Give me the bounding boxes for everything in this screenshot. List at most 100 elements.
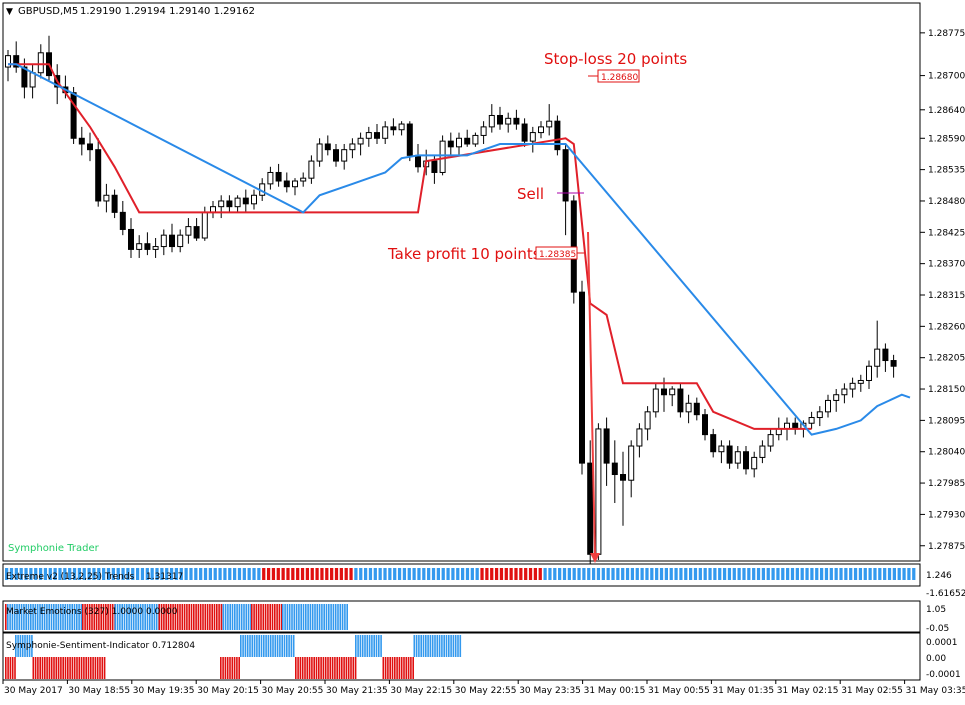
sentiment-bar-down <box>85 657 87 679</box>
emotion-bar <box>7 604 9 630</box>
sentiment-bar-up <box>279 635 281 657</box>
emotion-bar <box>144 604 146 630</box>
sentiment-bar-up <box>357 635 359 657</box>
emotion-bar <box>84 604 86 630</box>
sentiment-bar-down <box>398 657 401 679</box>
emotion-bar <box>227 604 229 630</box>
sentiment-bar-down <box>103 657 106 679</box>
trend-bar <box>102 568 106 580</box>
emotion-bar <box>220 604 223 630</box>
trend-bar <box>208 568 212 580</box>
trend-bar <box>48 568 52 580</box>
trend-bar <box>189 568 193 580</box>
candle-body-bull <box>357 137 364 145</box>
emotion-bar <box>193 604 195 630</box>
candle-body-bear <box>579 291 585 464</box>
sentiment-bar-down <box>37 657 39 679</box>
emotion-bar <box>250 604 252 630</box>
trend-bar <box>286 568 290 580</box>
sentiment-bar-up <box>429 635 432 657</box>
price-tick-label: 1.28095 <box>928 416 965 426</box>
emotion-bar <box>269 604 271 630</box>
candle-body-bear <box>710 434 717 453</box>
trend-bar <box>106 568 111 580</box>
time-tick-label: 31 May 02:15 <box>777 686 839 696</box>
sentiment-bar-up <box>269 635 272 657</box>
emotion-bar <box>341 604 344 630</box>
indicator-1-title: Extreme v2 (13,2,25) Trends <box>6 572 135 582</box>
candle-body-bull <box>365 132 372 139</box>
candle-body-bull <box>849 382 856 390</box>
emotion-bar <box>149 604 151 630</box>
time-tick-label: 30 May 2017 <box>4 686 63 696</box>
time-axis[interactable]: 30 May 2017 30 May 18:55 30 May 19:35 30 Ma… <box>2 680 965 696</box>
trade-arrow-head <box>590 553 600 563</box>
emotion-bar <box>174 604 177 630</box>
candle-body-bull <box>398 123 405 131</box>
candle-body-bear <box>603 428 610 464</box>
sentiment-bar-up <box>452 635 455 657</box>
sentiment-bar-down <box>407 657 410 679</box>
emotion-bar <box>27 604 30 630</box>
trend-bar <box>388 568 392 580</box>
emotion-bar <box>337 604 339 630</box>
trend-bar <box>616 568 620 580</box>
sentiment-bar-down <box>46 657 48 679</box>
price-axis[interactable]: 1.28775 1.28700 1.28640 1.28590 1.28535 1.284… <box>920 29 965 552</box>
sentiment-bar-down <box>391 657 394 679</box>
main-price-panel[interactable] <box>2 2 921 562</box>
sentiment-bar-down <box>236 657 238 679</box>
sentiment-bar-down <box>301 657 304 679</box>
emotion-bar <box>216 604 218 630</box>
indicator-panel-2[interactable] <box>2 600 921 633</box>
time-tick-label: 30 May 21:35 <box>326 686 388 696</box>
candle-body-bear <box>521 123 528 142</box>
trend-bar <box>795 568 799 580</box>
trend-bar <box>237 568 242 580</box>
sentiment-bar-up <box>28 635 31 657</box>
candle-body-bear <box>226 200 233 208</box>
sentiment-bar-up <box>375 635 378 657</box>
sentiment-bar-down <box>313 657 315 679</box>
emotion-bar <box>199 604 202 630</box>
trend-bar <box>63 568 67 580</box>
trend-bar <box>271 568 276 580</box>
emotion-bar <box>128 604 130 630</box>
sentiment-bar-up <box>256 635 258 657</box>
candle-body-bull <box>808 417 815 424</box>
trend-bar <box>810 568 814 580</box>
trend-bar <box>761 568 766 580</box>
sentiment-bar-down <box>48 657 51 679</box>
sentiment-bar-down <box>78 657 81 679</box>
candle-body-bear <box>169 234 175 248</box>
emotion-bar <box>50 604 53 630</box>
emotion-bar <box>43 604 46 630</box>
sentiment-bar-up <box>240 635 242 657</box>
trend-bar <box>562 568 567 580</box>
menu-triangle-icon[interactable]: ▼ <box>6 7 13 17</box>
trend-bar <box>393 568 397 580</box>
sentiment-bar-down <box>238 657 240 679</box>
emotion-bar <box>160 604 163 630</box>
time-tick-label: 30 May 20:55 <box>262 686 324 696</box>
indicator-panel-3[interactable] <box>2 632 921 681</box>
emotion-bar <box>109 604 112 630</box>
emotion-bar <box>318 604 321 630</box>
candle-body-bear <box>374 132 380 139</box>
trend-bar <box>58 568 62 580</box>
time-tick-label: 30 May 22:55 <box>455 686 517 696</box>
candle-body-bear <box>890 360 897 367</box>
candle-body-bear <box>324 143 331 151</box>
emotion-bar <box>93 604 96 630</box>
price-tick-label: 1.27875 <box>928 542 965 552</box>
trend-bar <box>373 568 377 580</box>
time-tick-label: 31 May 02:55 <box>841 686 903 696</box>
indicator-1-bars <box>5 568 916 580</box>
trend-bar <box>524 568 528 580</box>
trend-bar <box>179 568 183 580</box>
emotion-bar <box>251 604 253 630</box>
trend-bar <box>781 568 785 580</box>
trend-bar <box>737 568 741 580</box>
trend-bar <box>543 568 547 580</box>
emotion-bar <box>222 604 225 630</box>
